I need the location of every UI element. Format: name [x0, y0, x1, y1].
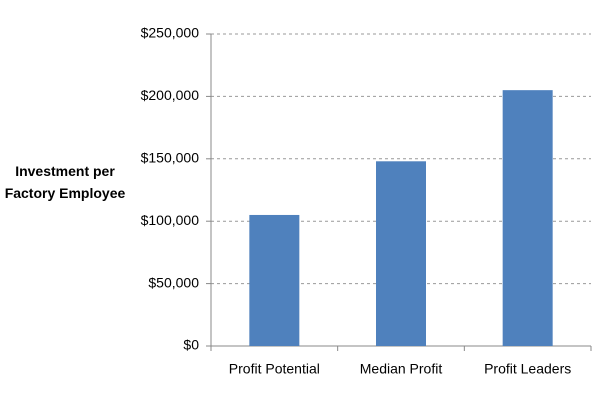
y-tick-label: $100,000 — [141, 212, 200, 228]
bar — [376, 161, 426, 346]
x-tick-label: Profit Leaders — [484, 361, 571, 377]
y-tick-label: $200,000 — [141, 87, 200, 103]
bar — [502, 90, 553, 346]
y-axis-label: Investment per Factory Employee — [4, 163, 126, 201]
x-tick-label: Profit Potential — [229, 361, 320, 377]
y-tick-label: $0 — [183, 337, 199, 353]
y-tick-label: $50,000 — [148, 274, 199, 290]
y-tick-label: $250,000 — [141, 25, 200, 41]
bar — [249, 214, 300, 346]
x-tick-label: Median Profit — [360, 361, 443, 377]
y-tick-label: $150,000 — [141, 150, 200, 166]
